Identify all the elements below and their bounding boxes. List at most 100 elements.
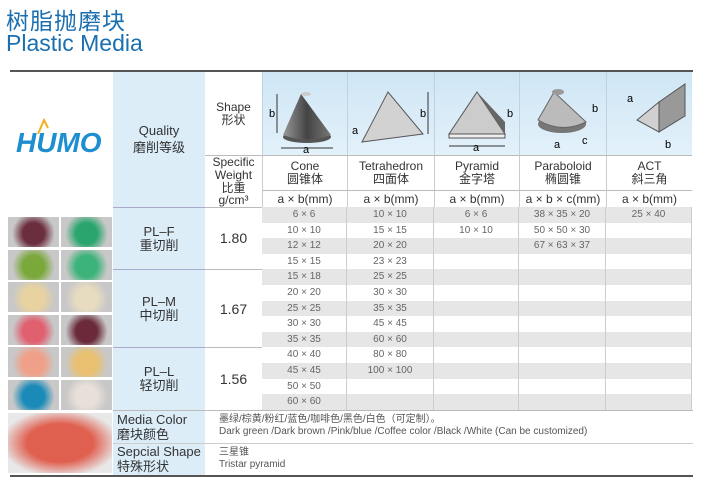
size-cell xyxy=(606,347,692,363)
size-cell xyxy=(606,363,692,379)
table-row: 6 × 6 10 × 10 6 × 6 38 × 35 × 20 25 × 40 xyxy=(262,207,692,223)
shape-unit: a × b(mm) xyxy=(606,190,692,207)
media-sample-photo xyxy=(7,281,60,313)
top-divider xyxy=(10,70,693,72)
shape-unit: a × b(mm) xyxy=(347,190,434,207)
sw-unit: g/cm³ xyxy=(218,193,249,208)
size-cell xyxy=(434,269,519,285)
special-shape-cn: 特殊形状 xyxy=(117,459,170,474)
specific-weight-value: 1.67 xyxy=(205,269,262,347)
size-cell: 12 × 12 xyxy=(262,238,347,254)
specific-weight-value: 1.56 xyxy=(205,347,262,409)
grade-cell: PL–L 轻切削 xyxy=(113,347,205,410)
title-en: Plastic Media xyxy=(6,30,143,56)
shape-cn: 形状 xyxy=(221,112,246,127)
size-cell: 45 × 45 xyxy=(347,316,434,332)
table-row: 45 × 45 100 × 100 xyxy=(262,363,692,379)
shape-name-en: Pyramid xyxy=(454,159,499,174)
size-cell xyxy=(519,363,606,379)
grade-cell: PL–M 中切削 xyxy=(113,269,205,348)
size-cell: 80 × 80 xyxy=(347,347,434,363)
specific-weight-value: 1.80 xyxy=(205,207,262,269)
size-cell xyxy=(606,394,692,410)
svg-text:a: a xyxy=(352,125,359,137)
size-cell: 20 × 20 xyxy=(347,238,434,254)
media-sample-photo xyxy=(60,346,113,378)
grade-name: PL–M xyxy=(142,294,176,310)
size-cell: 30 × 30 xyxy=(347,285,434,301)
media-sample-photo xyxy=(60,216,113,248)
size-cell xyxy=(519,347,606,363)
size-cell: 6 × 6 xyxy=(262,207,347,223)
media-color-text-en: Dark green /Dark brown /Pink/blue /Coffe… xyxy=(219,426,588,437)
size-cell xyxy=(434,238,519,254)
size-cell xyxy=(347,394,434,410)
size-cell xyxy=(434,394,519,410)
table-row: 15 × 15 23 × 23 xyxy=(262,253,692,270)
size-cell: 60 × 60 xyxy=(347,331,434,348)
shape-name-en: Tetrahedron xyxy=(358,159,424,174)
svg-text:b: b xyxy=(269,108,275,120)
size-cell xyxy=(606,238,692,254)
size-cell: 25 × 40 xyxy=(606,207,692,223)
size-cell: 25 × 25 xyxy=(262,300,347,317)
tristar-sample-photo xyxy=(7,412,113,474)
size-cell xyxy=(519,253,606,270)
size-cell xyxy=(519,285,606,301)
shape-header: Shape 形状 xyxy=(205,72,262,155)
shape-unit: a × b × c(mm) xyxy=(519,190,606,207)
size-cell: 38 × 35 × 20 xyxy=(519,207,606,223)
svg-text:b: b xyxy=(665,139,671,151)
table-row: 12 × 12 20 × 20 67 × 63 × 37 xyxy=(262,238,692,254)
bottom-divider xyxy=(10,475,693,477)
media-sample-photo xyxy=(7,378,60,411)
size-cell xyxy=(519,394,606,410)
grade-cn: 轻切削 xyxy=(139,378,179,394)
size-cell xyxy=(519,316,606,332)
quality-en: Quality xyxy=(138,123,180,139)
table-row: 10 × 10 15 × 15 10 × 10 50 × 50 × 30 xyxy=(262,222,692,239)
size-cell: 67 × 63 × 37 xyxy=(519,238,606,254)
size-cell xyxy=(606,253,692,270)
size-cell: 30 × 30 xyxy=(262,316,347,332)
size-cell: 10 × 10 xyxy=(434,222,519,239)
size-cell: 50 × 50 × 30 xyxy=(519,222,606,239)
size-cell xyxy=(606,378,692,395)
table-row: 50 × 50 xyxy=(262,378,692,395)
size-cell: 6 × 6 xyxy=(434,207,519,223)
shape-name-en: Cone xyxy=(290,159,320,174)
svg-text:c: c xyxy=(582,135,588,147)
size-cell xyxy=(606,269,692,285)
svg-text:b: b xyxy=(507,108,513,120)
divider xyxy=(113,443,693,444)
size-cell: 60 × 60 xyxy=(262,394,347,410)
special-shape-label: Sepcial Shape 特殊形状 xyxy=(113,444,201,474)
size-cell xyxy=(519,378,606,395)
size-cell xyxy=(519,300,606,317)
size-cell xyxy=(606,331,692,348)
size-cell xyxy=(519,269,606,285)
grade-name: PL–F xyxy=(143,224,175,240)
media-sample-photo xyxy=(60,313,113,346)
grade-cn: 重切削 xyxy=(139,237,179,253)
table-row: 30 × 30 45 × 45 xyxy=(262,316,692,332)
shape-name-en: ACT xyxy=(637,159,662,174)
svg-text:a: a xyxy=(554,139,561,151)
shape-name-en: Paraboloid xyxy=(534,159,592,174)
size-cell: 35 × 35 xyxy=(347,300,434,317)
size-cell xyxy=(434,331,519,348)
size-cell xyxy=(519,331,606,348)
sw-en2: Weight xyxy=(214,167,253,182)
shape-name-cell: Tetrahedron 四面体 xyxy=(347,155,434,190)
size-cell: 10 × 10 xyxy=(262,222,347,239)
size-cell xyxy=(434,253,519,270)
special-shape-en: Sepcial Shape xyxy=(117,444,201,459)
shape-unit: a × b(mm) xyxy=(434,190,519,207)
media-color-en: Media Color xyxy=(117,412,188,427)
size-cell: 45 × 45 xyxy=(262,363,347,379)
shape-en: Shape xyxy=(216,99,251,114)
